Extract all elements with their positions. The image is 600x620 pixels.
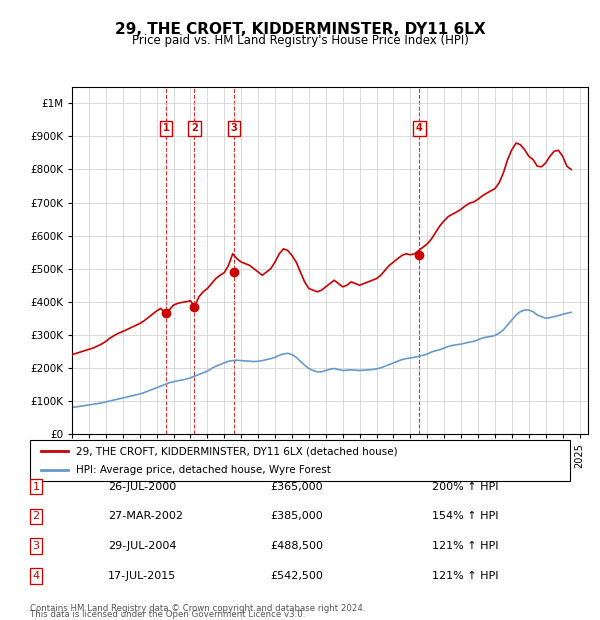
FancyBboxPatch shape bbox=[30, 440, 570, 480]
Text: 2: 2 bbox=[191, 123, 197, 133]
Text: 3: 3 bbox=[230, 123, 237, 133]
Text: 4: 4 bbox=[32, 571, 40, 581]
Text: 1: 1 bbox=[32, 482, 40, 492]
Text: £365,000: £365,000 bbox=[270, 482, 323, 492]
Text: 3: 3 bbox=[32, 541, 40, 551]
Text: 2: 2 bbox=[32, 512, 40, 521]
Text: 17-JUL-2015: 17-JUL-2015 bbox=[108, 571, 176, 581]
Text: This data is licensed under the Open Government Licence v3.0.: This data is licensed under the Open Gov… bbox=[30, 610, 305, 619]
Text: 200% ↑ HPI: 200% ↑ HPI bbox=[432, 482, 499, 492]
Text: 4: 4 bbox=[416, 123, 423, 133]
Text: £385,000: £385,000 bbox=[270, 512, 323, 521]
Text: £488,500: £488,500 bbox=[270, 541, 323, 551]
Text: 27-MAR-2002: 27-MAR-2002 bbox=[108, 512, 183, 521]
Text: Contains HM Land Registry data © Crown copyright and database right 2024.: Contains HM Land Registry data © Crown c… bbox=[30, 603, 365, 613]
Text: 29, THE CROFT, KIDDERMINSTER, DY11 6LX (detached house): 29, THE CROFT, KIDDERMINSTER, DY11 6LX (… bbox=[76, 446, 398, 456]
Text: 121% ↑ HPI: 121% ↑ HPI bbox=[432, 541, 499, 551]
Text: 29, THE CROFT, KIDDERMINSTER, DY11 6LX: 29, THE CROFT, KIDDERMINSTER, DY11 6LX bbox=[115, 22, 485, 37]
Text: 29-JUL-2004: 29-JUL-2004 bbox=[108, 541, 176, 551]
Text: 154% ↑ HPI: 154% ↑ HPI bbox=[432, 512, 499, 521]
Text: HPI: Average price, detached house, Wyre Forest: HPI: Average price, detached house, Wyre… bbox=[76, 464, 331, 475]
Text: £542,500: £542,500 bbox=[270, 571, 323, 581]
Text: 26-JUL-2000: 26-JUL-2000 bbox=[108, 482, 176, 492]
Text: Price paid vs. HM Land Registry's House Price Index (HPI): Price paid vs. HM Land Registry's House … bbox=[131, 34, 469, 47]
Text: 121% ↑ HPI: 121% ↑ HPI bbox=[432, 571, 499, 581]
Text: 1: 1 bbox=[163, 123, 169, 133]
